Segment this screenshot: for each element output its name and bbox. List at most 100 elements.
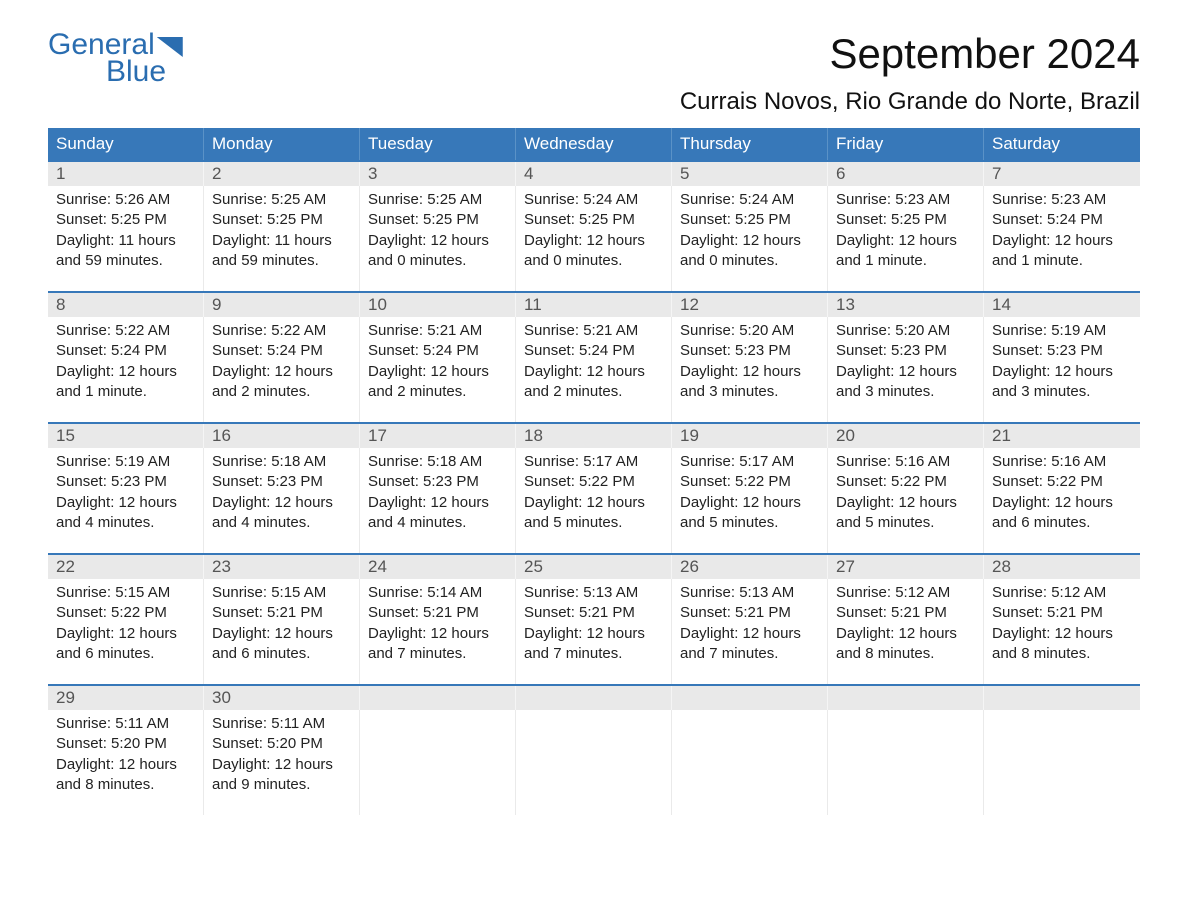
cell-sunset: Sunset: 5:24 PM	[56, 341, 195, 361]
calendar-cell: Sunrise: 5:17 AMSunset: 5:22 PMDaylight:…	[516, 448, 672, 553]
cell-daylight1: Daylight: 12 hours	[992, 362, 1132, 382]
calendar-cell: Sunrise: 5:21 AMSunset: 5:24 PMDaylight:…	[516, 317, 672, 422]
cell-daylight1: Daylight: 12 hours	[524, 362, 663, 382]
cell-daylight2: and 8 minutes.	[836, 644, 975, 664]
cell-sunrise: Sunrise: 5:17 AM	[524, 452, 663, 472]
cell-sunset: Sunset: 5:21 PM	[680, 603, 819, 623]
day-number: 6	[828, 162, 984, 186]
day-number: 29	[48, 686, 204, 710]
calendar-cell: Sunrise: 5:12 AMSunset: 5:21 PMDaylight:…	[984, 579, 1140, 684]
day-number: 10	[360, 293, 516, 317]
weeks-container: 1234567Sunrise: 5:26 AMSunset: 5:25 PMDa…	[48, 160, 1140, 815]
daynum-row: 2930	[48, 686, 1140, 710]
cell-daylight2: and 1 minute.	[836, 251, 975, 271]
cell-daylight2: and 6 minutes.	[56, 644, 195, 664]
day-number	[984, 686, 1140, 710]
cell-daylight1: Daylight: 12 hours	[524, 493, 663, 513]
cell-sunset: Sunset: 5:21 PM	[368, 603, 507, 623]
cell-sunset: Sunset: 5:25 PM	[368, 210, 507, 230]
calendar-cell: Sunrise: 5:25 AMSunset: 5:25 PMDaylight:…	[204, 186, 360, 291]
cell-daylight1: Daylight: 11 hours	[212, 231, 351, 251]
week-row: 891011121314Sunrise: 5:22 AMSunset: 5:24…	[48, 291, 1140, 422]
cells-row: Sunrise: 5:19 AMSunset: 5:23 PMDaylight:…	[48, 448, 1140, 553]
calendar-cell: Sunrise: 5:25 AMSunset: 5:25 PMDaylight:…	[360, 186, 516, 291]
logo-word2: Blue	[106, 60, 166, 84]
cell-daylight2: and 7 minutes.	[524, 644, 663, 664]
cell-daylight1: Daylight: 12 hours	[212, 755, 351, 775]
day-header-monday: Monday	[204, 128, 360, 160]
cell-daylight1: Daylight: 12 hours	[212, 362, 351, 382]
cell-sunrise: Sunrise: 5:18 AM	[212, 452, 351, 472]
week-row: 22232425262728Sunrise: 5:15 AMSunset: 5:…	[48, 553, 1140, 684]
day-number: 4	[516, 162, 672, 186]
day-header-wednesday: Wednesday	[516, 128, 672, 160]
day-number	[828, 686, 984, 710]
day-number: 9	[204, 293, 360, 317]
title-block: September 2024 Currais Novos, Rio Grande…	[680, 30, 1140, 116]
cell-daylight1: Daylight: 12 hours	[836, 231, 975, 251]
day-number	[360, 686, 516, 710]
cell-daylight1: Daylight: 12 hours	[56, 624, 195, 644]
cell-sunset: Sunset: 5:23 PM	[992, 341, 1132, 361]
calendar-cell: Sunrise: 5:18 AMSunset: 5:23 PMDaylight:…	[360, 448, 516, 553]
calendar: Sunday Monday Tuesday Wednesday Thursday…	[48, 128, 1140, 815]
cell-daylight2: and 8 minutes.	[992, 644, 1132, 664]
day-header-friday: Friday	[828, 128, 984, 160]
day-number: 16	[204, 424, 360, 448]
cell-sunset: Sunset: 5:21 PM	[836, 603, 975, 623]
cell-daylight1: Daylight: 12 hours	[212, 624, 351, 644]
cell-daylight1: Daylight: 12 hours	[56, 755, 195, 775]
cell-sunrise: Sunrise: 5:26 AM	[56, 190, 195, 210]
day-number	[516, 686, 672, 710]
logo: General Blue	[48, 30, 183, 84]
cell-daylight2: and 2 minutes.	[212, 382, 351, 402]
cell-sunrise: Sunrise: 5:19 AM	[56, 452, 195, 472]
cell-sunrise: Sunrise: 5:11 AM	[56, 714, 195, 734]
cell-daylight1: Daylight: 12 hours	[680, 624, 819, 644]
cell-sunrise: Sunrise: 5:19 AM	[992, 321, 1132, 341]
cell-sunrise: Sunrise: 5:25 AM	[212, 190, 351, 210]
day-number: 5	[672, 162, 828, 186]
cell-sunrise: Sunrise: 5:24 AM	[524, 190, 663, 210]
cell-daylight1: Daylight: 12 hours	[56, 493, 195, 513]
cells-row: Sunrise: 5:26 AMSunset: 5:25 PMDaylight:…	[48, 186, 1140, 291]
cell-daylight2: and 8 minutes.	[56, 775, 195, 795]
day-header-thursday: Thursday	[672, 128, 828, 160]
cell-sunset: Sunset: 5:25 PM	[212, 210, 351, 230]
cell-sunset: Sunset: 5:25 PM	[56, 210, 195, 230]
calendar-cell: Sunrise: 5:19 AMSunset: 5:23 PMDaylight:…	[984, 317, 1140, 422]
location-label: Currais Novos, Rio Grande do Norte, Braz…	[680, 88, 1140, 116]
calendar-cell: Sunrise: 5:11 AMSunset: 5:20 PMDaylight:…	[204, 710, 360, 815]
day-number: 24	[360, 555, 516, 579]
cell-daylight2: and 2 minutes.	[368, 382, 507, 402]
cell-daylight2: and 59 minutes.	[56, 251, 195, 271]
cell-sunset: Sunset: 5:24 PM	[992, 210, 1132, 230]
cell-sunrise: Sunrise: 5:20 AM	[836, 321, 975, 341]
cell-daylight1: Daylight: 12 hours	[524, 624, 663, 644]
cell-daylight1: Daylight: 12 hours	[368, 362, 507, 382]
calendar-cell: Sunrise: 5:24 AMSunset: 5:25 PMDaylight:…	[672, 186, 828, 291]
daynum-row: 1234567	[48, 162, 1140, 186]
page-title: September 2024	[680, 30, 1140, 78]
daynum-row: 891011121314	[48, 293, 1140, 317]
calendar-cell	[516, 710, 672, 815]
cell-daylight2: and 2 minutes.	[524, 382, 663, 402]
cell-daylight2: and 7 minutes.	[680, 644, 819, 664]
cell-sunrise: Sunrise: 5:17 AM	[680, 452, 819, 472]
cell-daylight1: Daylight: 12 hours	[368, 231, 507, 251]
calendar-cell	[360, 710, 516, 815]
cell-sunset: Sunset: 5:24 PM	[368, 341, 507, 361]
day-number: 15	[48, 424, 204, 448]
cell-sunrise: Sunrise: 5:13 AM	[524, 583, 663, 603]
day-number: 26	[672, 555, 828, 579]
calendar-cell: Sunrise: 5:16 AMSunset: 5:22 PMDaylight:…	[828, 448, 984, 553]
cell-daylight2: and 3 minutes.	[836, 382, 975, 402]
cell-daylight1: Daylight: 12 hours	[836, 362, 975, 382]
calendar-cell: Sunrise: 5:23 AMSunset: 5:24 PMDaylight:…	[984, 186, 1140, 291]
daynum-row: 22232425262728	[48, 555, 1140, 579]
day-number: 18	[516, 424, 672, 448]
calendar-cell	[828, 710, 984, 815]
cell-daylight2: and 4 minutes.	[56, 513, 195, 533]
cell-sunset: Sunset: 5:23 PM	[836, 341, 975, 361]
cell-daylight2: and 9 minutes.	[212, 775, 351, 795]
